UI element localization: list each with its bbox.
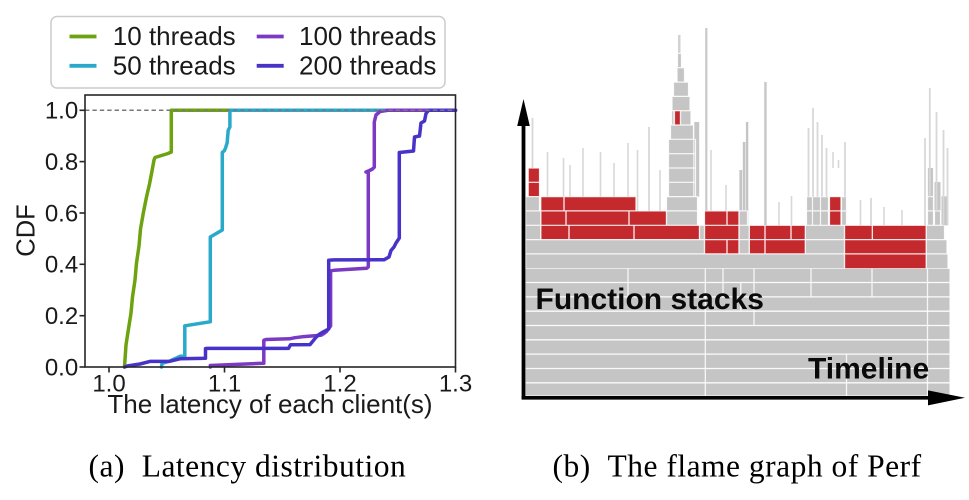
svg-text:0.6: 0.6 xyxy=(45,200,78,227)
svg-text:1.3: 1.3 xyxy=(439,371,472,398)
svg-text:50 threads: 50 threads xyxy=(113,50,236,80)
svg-text:1.1: 1.1 xyxy=(208,371,241,398)
svg-text:10 threads: 10 threads xyxy=(113,21,236,51)
svg-text:1.0: 1.0 xyxy=(92,371,125,398)
svg-text:0.8: 0.8 xyxy=(45,149,78,176)
svg-text:200 threads: 200 threads xyxy=(299,50,436,80)
svg-text:Timeline: Timeline xyxy=(808,352,929,385)
svg-text:The latency of each client(s): The latency of each client(s) xyxy=(107,389,432,419)
svg-text:0.2: 0.2 xyxy=(45,303,78,330)
svg-text:(a) Latency distribution: (a) Latency distribution xyxy=(89,449,407,484)
svg-text:CDF: CDF xyxy=(13,204,41,256)
svg-text:1.2: 1.2 xyxy=(323,371,356,398)
svg-text:0.4: 0.4 xyxy=(45,252,78,279)
svg-text:(b) The flame graph of Perf: (b) The flame graph of Perf xyxy=(553,449,922,484)
svg-text:100 threads: 100 threads xyxy=(299,21,436,51)
svg-text:Function stacks: Function stacks xyxy=(536,283,764,316)
svg-text:1.0: 1.0 xyxy=(45,98,78,125)
svg-text:0.0: 0.0 xyxy=(45,354,78,381)
